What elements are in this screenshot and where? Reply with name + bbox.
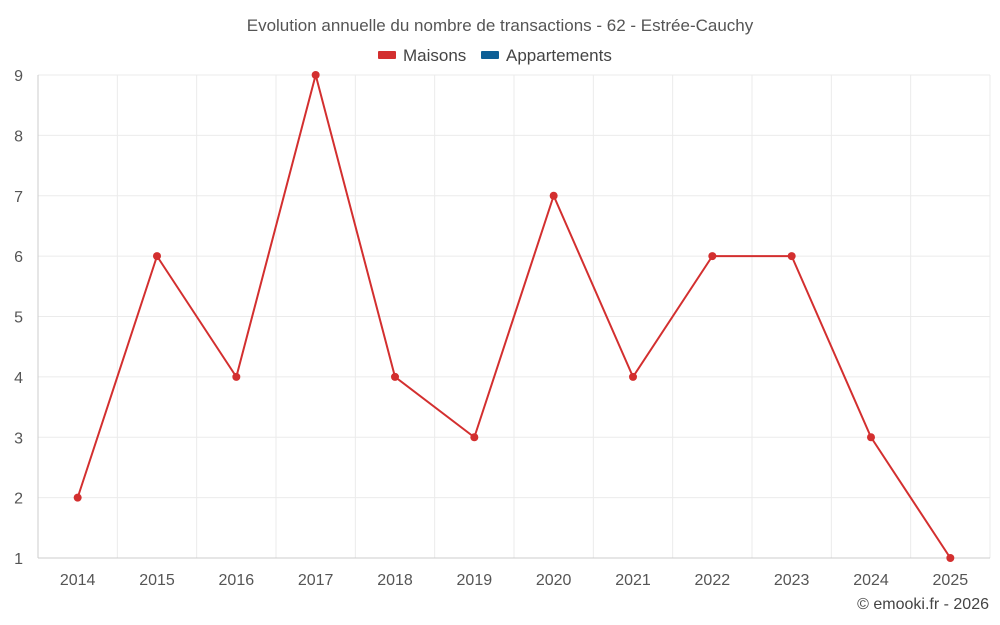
chart-title: Evolution annuelle du nombre de transact… bbox=[247, 16, 754, 35]
x-tick-label: 2014 bbox=[60, 572, 96, 589]
x-tick-label: 2019 bbox=[457, 572, 493, 589]
x-tick-label: 2021 bbox=[615, 572, 651, 589]
legend-label-maisons: Maisons bbox=[403, 46, 466, 65]
legend-label-appartements: Appartements bbox=[506, 46, 612, 65]
credit-text: © emooki.fr - 2026 bbox=[857, 596, 989, 613]
y-tick-label: 6 bbox=[14, 249, 23, 266]
x-tick-label: 2015 bbox=[139, 572, 175, 589]
data-point-2025[interactable] bbox=[946, 554, 955, 562]
x-tick-label: 2025 bbox=[933, 572, 969, 589]
y-axis-ticks: 1 2 3 4 5 6 7 8 9 bbox=[14, 68, 23, 568]
legend-item-appartements[interactable]: Appartements bbox=[481, 46, 612, 65]
x-tick-label: 2017 bbox=[298, 572, 334, 589]
y-tick-label: 1 bbox=[14, 551, 23, 568]
legend-swatch-maisons bbox=[378, 51, 396, 59]
x-tick-label: 2023 bbox=[774, 572, 810, 589]
x-tick-label: 2020 bbox=[536, 572, 572, 589]
y-tick-label: 4 bbox=[14, 370, 23, 387]
y-tick-label: 2 bbox=[14, 491, 23, 508]
data-point-2019[interactable] bbox=[470, 433, 479, 442]
x-axis-ticks: 2014 2015 2016 2017 2018 2019 2020 2021 2022 2023… bbox=[60, 572, 968, 589]
y-tick-label: 8 bbox=[14, 128, 23, 145]
x-tick-label: 2024 bbox=[853, 572, 889, 589]
y-tick-label: 5 bbox=[14, 310, 23, 327]
data-point-2015[interactable] bbox=[153, 252, 161, 261]
y-tick-label: 9 bbox=[14, 68, 23, 85]
x-tick-label: 2018 bbox=[377, 572, 413, 589]
series-line-maisons bbox=[76, 74, 952, 559]
data-point-2016[interactable] bbox=[232, 372, 241, 381]
series-maisons bbox=[73, 71, 955, 562]
x-tick-label: 2022 bbox=[695, 572, 731, 589]
axes bbox=[37, 75, 990, 559]
data-point-2021[interactable] bbox=[629, 372, 637, 381]
x-tick-label: 2016 bbox=[219, 572, 255, 589]
data-point-2022[interactable] bbox=[708, 252, 717, 261]
data-point-2017[interactable] bbox=[311, 71, 320, 79]
y-tick-label: 3 bbox=[14, 430, 23, 447]
legend-item-maisons[interactable]: Maisons bbox=[378, 46, 466, 65]
data-point-2020[interactable] bbox=[549, 191, 558, 200]
y-tick-label: 7 bbox=[14, 189, 23, 206]
data-point-2018[interactable] bbox=[391, 372, 399, 381]
data-point-2014[interactable] bbox=[73, 493, 82, 502]
legend-swatch-appartements bbox=[481, 51, 499, 59]
data-point-2024[interactable] bbox=[867, 433, 875, 442]
data-point-2023[interactable] bbox=[787, 252, 796, 261]
legend: Maisons Appartements bbox=[378, 46, 612, 65]
